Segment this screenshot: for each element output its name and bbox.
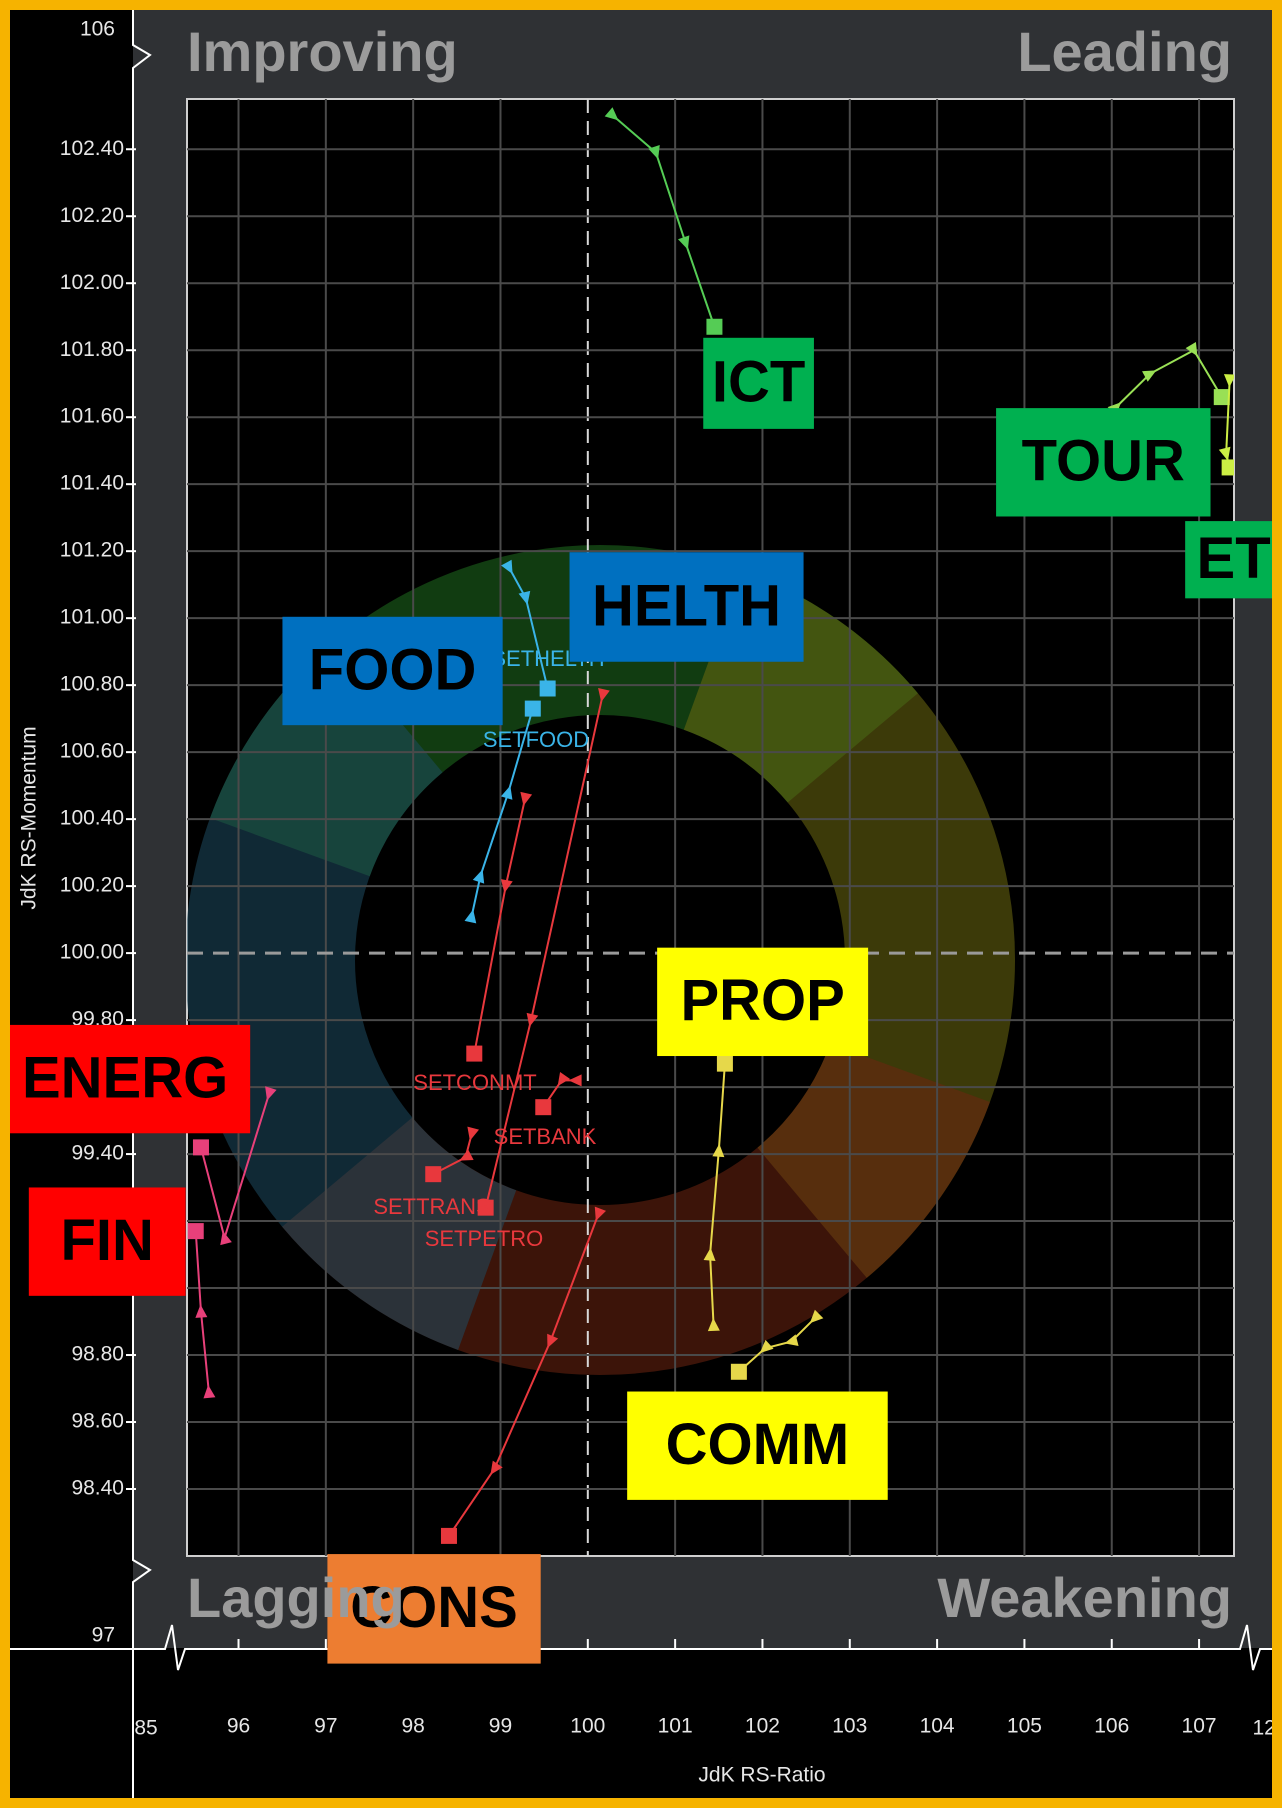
y-tick-label: 102.20	[60, 204, 124, 227]
tag-label: ET	[1197, 526, 1271, 591]
head-marker	[188, 1223, 204, 1239]
quadrant-label: Leading	[1017, 20, 1232, 83]
y-tick-label: 98.60	[71, 1410, 124, 1433]
x-tick-label: 100	[570, 1715, 605, 1738]
x-tick-label: 107	[1182, 1715, 1217, 1738]
y-tick-label: 100.00	[60, 941, 124, 964]
head-marker	[706, 319, 722, 335]
x-axis-title: JdK RS-Ratio	[698, 1764, 825, 1787]
x-tick-label: 104	[920, 1715, 955, 1738]
y-tick-label: 98.40	[71, 1477, 124, 1500]
x-tick-label: 99	[489, 1715, 512, 1738]
tag-label: FOOD	[309, 637, 477, 702]
y-tick-label: 102.00	[60, 271, 124, 294]
tag-label: ENERG	[22, 1045, 228, 1110]
head-marker	[1214, 389, 1230, 405]
quadrant-label: Lagging	[187, 1566, 405, 1629]
rrg-chart: 96 97 98 99 100 101 102 103 104 105 106 107 98.40 98.…	[0, 0, 1282, 1808]
y-tick-label: 101.40	[60, 472, 124, 495]
head-marker	[466, 1046, 482, 1062]
tag-label: TOUR	[1022, 429, 1185, 494]
y-tick-label: 102.40	[60, 137, 124, 160]
y-tick-label: 101.60	[60, 405, 124, 428]
x-tick-label: 98	[401, 1715, 424, 1738]
tag-label: HELTH	[592, 573, 781, 638]
head-marker	[535, 1099, 551, 1115]
tag-label: PROP	[680, 968, 844, 1033]
y-break-label: 106	[80, 18, 115, 41]
x-tick-label: 96	[227, 1715, 250, 1738]
x-tick-label: 101	[658, 1715, 693, 1738]
y-tick-label: 100.40	[60, 807, 124, 830]
head-marker	[193, 1139, 209, 1155]
x-break-label: 85	[134, 1717, 157, 1740]
y-tick-label: 101.80	[60, 338, 124, 361]
quadrant-label: Weakening	[937, 1566, 1232, 1629]
head-marker	[731, 1364, 747, 1380]
x-tick-label: 102	[745, 1715, 780, 1738]
head-marker	[717, 1056, 733, 1072]
tag-label: ICT	[712, 350, 805, 415]
y-tick-label: 100.80	[60, 673, 124, 696]
head-marker	[441, 1528, 457, 1544]
point-label: SETCONMT	[413, 1070, 536, 1095]
y-tick-label: 98.80	[71, 1343, 124, 1366]
y-tick-label: 100.20	[60, 874, 124, 897]
y-tick-label: 101.00	[60, 606, 124, 629]
point-label: SETTRANS	[373, 1194, 490, 1219]
head-marker	[425, 1166, 441, 1182]
head-marker	[525, 701, 541, 717]
x-tick-label: 103	[832, 1715, 867, 1738]
y-break-label: 97	[92, 1624, 115, 1647]
point-label: SETPETRO	[425, 1226, 544, 1251]
point-label: SETFOOD	[483, 727, 589, 752]
x-tick-label: 106	[1094, 1715, 1129, 1738]
head-marker	[540, 680, 556, 696]
x-tick-label: 105	[1007, 1715, 1042, 1738]
tag-label: COMM	[666, 1412, 850, 1477]
y-tick-label: 101.20	[60, 539, 124, 562]
x-tick-label: 97	[314, 1715, 337, 1738]
y-tick-label: 100.60	[60, 740, 124, 763]
quadrant-label: Improving	[187, 20, 458, 83]
point-label: SETBANK	[494, 1124, 597, 1149]
y-axis-title: JdK RS-Momentum	[18, 726, 41, 909]
y-tick-label: 99.40	[71, 1142, 124, 1165]
tag-label: FIN	[60, 1208, 153, 1273]
